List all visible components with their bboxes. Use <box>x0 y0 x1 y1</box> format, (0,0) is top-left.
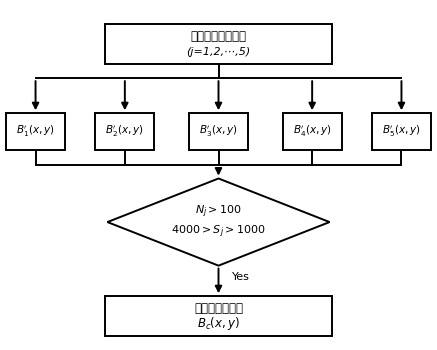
Text: (j=1,2,⋯,5): (j=1,2,⋯,5) <box>186 47 251 57</box>
Text: $B_4'(x, y)$: $B_4'(x, y)$ <box>293 124 332 139</box>
Bar <box>189 113 248 150</box>
Text: $B_5'(x, y)$: $B_5'(x, y)$ <box>382 124 421 139</box>
Bar <box>6 113 65 150</box>
Text: $B_c(x, y)$: $B_c(x, y)$ <box>197 315 240 332</box>
Text: $N_j>100$: $N_j>100$ <box>195 203 242 220</box>
Bar <box>105 24 332 64</box>
Text: $B_2'(x, y)$: $B_2'(x, y)$ <box>105 124 144 139</box>
Text: 细胞质二値图像: 细胞质二値图像 <box>194 302 243 315</box>
Text: 孔洞填充二値图像: 孔洞填充二値图像 <box>191 30 246 43</box>
Text: $B_1'(x, y)$: $B_1'(x, y)$ <box>16 124 55 139</box>
Bar <box>283 113 342 150</box>
Bar <box>95 113 154 150</box>
Text: Yes: Yes <box>232 272 250 282</box>
Text: $4000>S_j >1000$: $4000>S_j >1000$ <box>171 224 266 240</box>
Polygon shape <box>108 178 329 266</box>
Bar <box>105 296 332 336</box>
Text: $B_3'(x, y)$: $B_3'(x, y)$ <box>199 124 238 139</box>
Bar <box>372 113 431 150</box>
